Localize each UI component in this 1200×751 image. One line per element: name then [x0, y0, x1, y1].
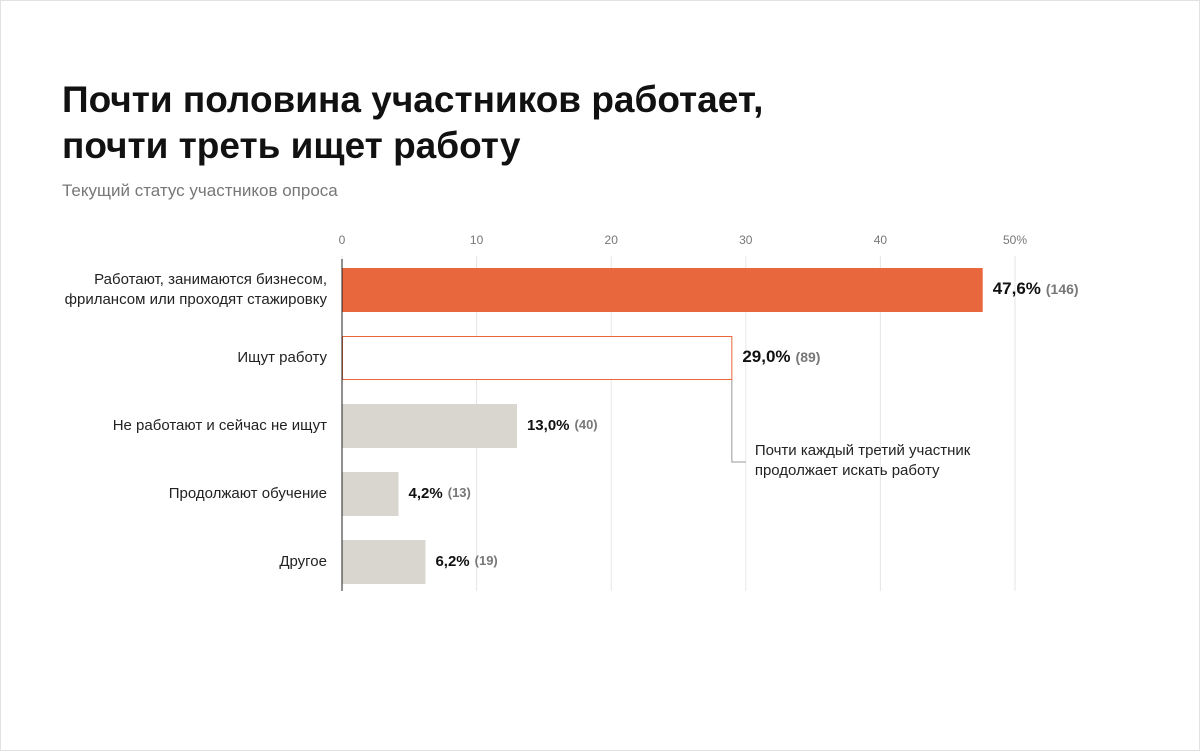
value-label: 13,0% (40) — [527, 417, 598, 434]
value-label: 47,6% (146) — [993, 279, 1079, 298]
value-text: 29,0% — [742, 347, 790, 366]
x-tick-label: 30 — [739, 233, 753, 247]
count-text: (13) — [448, 485, 471, 500]
category-label: Продолжают обучение — [168, 485, 327, 502]
category-label: Другое — [279, 553, 327, 570]
value-text: 13,0% — [527, 417, 570, 434]
category-label: Работают, занимаются бизнесом, фрилансом… — [64, 271, 327, 308]
annotation: Почти каждый третий участник продолжает … — [754, 442, 971, 479]
x-tick-label: 0 — [339, 233, 346, 247]
annotation-leader — [731, 380, 746, 463]
count-text: (40) — [575, 417, 598, 432]
count-text: (19) — [475, 553, 498, 568]
x-tick-label: 40 — [874, 233, 888, 247]
count-text: (89) — [796, 349, 821, 365]
chart-subtitle: Текущий статус участников опроса — [62, 181, 338, 200]
bar — [342, 268, 983, 312]
bar — [342, 472, 399, 516]
value-label: 4,2% (13) — [409, 485, 471, 502]
value-text: 6,2% — [435, 553, 469, 570]
chart-title: Почти половина участников работает, почт… — [62, 79, 764, 166]
value-text: 4,2% — [409, 485, 443, 502]
category-label: Ищут работу — [237, 349, 327, 366]
bar — [342, 336, 733, 380]
bar — [342, 404, 517, 448]
value-text: 47,6% — [993, 279, 1041, 298]
count-text: (146) — [1046, 281, 1079, 297]
x-tick-label: 10 — [470, 233, 484, 247]
x-tick-label: 20 — [605, 233, 619, 247]
bar — [342, 540, 426, 584]
x-tick-label: 50% — [1003, 233, 1027, 247]
value-label: 29,0% (89) — [742, 347, 820, 366]
category-label: Не работают и сейчас не ищут — [112, 417, 327, 434]
value-label: 6,2% (19) — [435, 553, 497, 570]
